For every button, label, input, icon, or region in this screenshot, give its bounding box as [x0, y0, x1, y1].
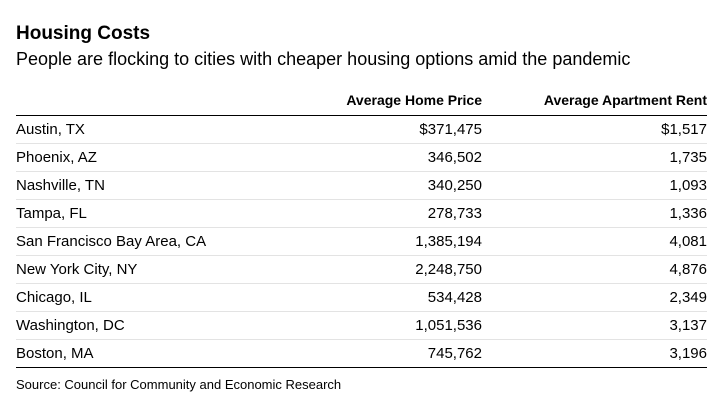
home-price-cell: 1,051,536 — [259, 311, 482, 340]
home-price-cell: 340,250 — [259, 171, 482, 200]
city-cell: San Francisco Bay Area, CA — [16, 227, 259, 256]
home-price-cell: 278,733 — [259, 199, 482, 228]
rent-cell: 4,081 — [482, 227, 707, 256]
table-row: Tampa, FL 278,733 1,336 — [16, 199, 707, 228]
rent-cell: 3,137 — [482, 311, 707, 340]
home-price-cell: 1,385,194 — [259, 227, 482, 256]
rent-cell: 1,336 — [482, 199, 707, 228]
home-price-cell: 745,762 — [259, 339, 482, 368]
city-cell: Boston, MA — [16, 339, 259, 368]
table-header-row: Average Home Price Average Apartment Ren… — [16, 85, 707, 116]
home-price-cell: 346,502 — [259, 143, 482, 172]
city-cell: Tampa, FL — [16, 199, 259, 228]
chart-subtitle: People are flocking to cities with cheap… — [16, 49, 631, 69]
table-row: Austin, TX $371,475 $1,517 — [16, 115, 707, 144]
home-price-cell: 534,428 — [259, 283, 482, 312]
rent-cell: 1,093 — [482, 171, 707, 200]
city-cell: New York City, NY — [16, 255, 259, 284]
city-cell: Chicago, IL — [16, 283, 259, 312]
rent-cell: 2,349 — [482, 283, 707, 312]
city-cell: Nashville, TN — [16, 171, 259, 200]
housing-costs-table: Average Home Price Average Apartment Ren… — [16, 85, 707, 368]
table-row: New York City, NY 2,248,750 4,876 — [16, 255, 707, 284]
rent-cell: 3,196 — [482, 339, 707, 368]
rent-cell: $1,517 — [482, 115, 707, 144]
column-header-home-price: Average Home Price — [259, 85, 482, 116]
table-row: Phoenix, AZ 346,502 1,735 — [16, 143, 707, 172]
table-row: Chicago, IL 534,428 2,349 — [16, 283, 707, 312]
table-row: San Francisco Bay Area, CA 1,385,194 4,0… — [16, 227, 707, 256]
column-header-rent: Average Apartment Rent — [482, 85, 707, 116]
table-row: Boston, MA 745,762 3,196 — [16, 339, 707, 368]
city-cell: Washington, DC — [16, 311, 259, 340]
home-price-cell: 2,248,750 — [259, 255, 482, 284]
chart-title: Housing Costs — [16, 23, 151, 44]
table-row: Nashville, TN 340,250 1,093 — [16, 171, 707, 200]
table-row: Washington, DC 1,051,536 3,137 — [16, 311, 707, 340]
column-header-city — [16, 85, 259, 116]
city-cell: Austin, TX — [16, 115, 259, 144]
source-note: Source: Council for Community and Econom… — [16, 377, 342, 392]
home-price-cell: $371,475 — [259, 115, 482, 144]
rent-cell: 4,876 — [482, 255, 707, 284]
city-cell: Phoenix, AZ — [16, 143, 259, 172]
rent-cell: 1,735 — [482, 143, 707, 172]
